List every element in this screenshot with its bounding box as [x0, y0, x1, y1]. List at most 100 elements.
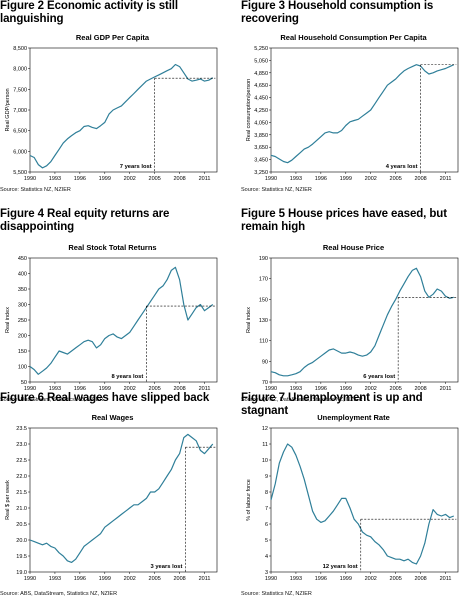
y-tick-label: 8	[265, 490, 268, 496]
y-tick-label: 20.5	[16, 522, 27, 528]
y-tick-label: 23.0	[16, 442, 27, 448]
y-tick-label: 5,050	[254, 58, 268, 64]
x-tick-label: 2008	[173, 176, 185, 182]
y-tick-label: 5,500	[13, 170, 27, 176]
x-tick-label: 2002	[124, 176, 136, 182]
y-tick-label: 5	[265, 538, 268, 544]
y-tick-label: 50	[21, 380, 27, 386]
y-tick-label: 23.5	[16, 426, 27, 432]
y-tick-label: 190	[259, 256, 268, 262]
figure-title: Figure 7 Unemployment is up and stagnant	[241, 392, 423, 417]
y-tick-label: 70	[262, 380, 268, 386]
y-tick-label: 300	[18, 303, 27, 309]
y-axis-label: Real GDP/person	[5, 88, 11, 131]
house-price-chart: 70 90 110 130 150 170 190 1990 1993 1996 1999 2002 2…	[246, 256, 459, 392]
y-tick-label: 4,050	[254, 120, 268, 126]
plot-frame	[29, 257, 218, 383]
x-tick-label: 2005	[149, 176, 161, 182]
years-lost-annotation: 6 years lost	[363, 374, 395, 380]
x-tick-label: 2002	[365, 176, 377, 182]
x-tick-label: 2008	[173, 576, 185, 582]
x-tick-label: 1996	[74, 386, 86, 392]
x-tick-label: 1996	[74, 176, 86, 182]
source-note: Source: QVNZ, DataStream, Statistics NZ,…	[241, 397, 363, 403]
x-tick-label: 1990	[265, 576, 277, 582]
y-tick-label: 10	[262, 458, 268, 464]
x-tick-label: 1996	[315, 576, 327, 582]
figure-7-panel: Figure 7 Unemployment is up and stagnant…	[241, 392, 466, 597]
y-tick-label: 6,500	[13, 129, 27, 135]
y-tick-label: 250	[18, 318, 27, 324]
wages-chart: 19.0 19.5 20.0 20.5 21.0 21.5 22.0 22.5 23.0 23.5…	[5, 426, 218, 582]
source-note: Source: Statistics NZ, NZIER	[0, 187, 71, 193]
years-lost-annotation: 8 years lost	[111, 374, 143, 380]
source-note: Source: Statistics NZ, NZIER	[241, 591, 312, 597]
figure-title: Figure 2 Economic activity is still lang…	[0, 0, 179, 25]
y-tick-label: 130	[259, 318, 268, 324]
x-tick-label: 2002	[365, 576, 377, 582]
y-tick-label: 200	[18, 334, 27, 340]
x-tick-label: 1993	[49, 386, 61, 392]
series-line	[270, 443, 455, 565]
y-tick-label: 7,500	[13, 87, 27, 93]
y-tick-label: 7,000	[13, 108, 27, 114]
years-lost-annotation: 3 years lost	[151, 564, 183, 570]
unemployment-chart: 3 4 5 6 7 8 9 10 11 12 1990 1993 1996 1999 2002 2005 200…	[246, 426, 459, 582]
y-axis-label: Real $ per week	[5, 480, 11, 520]
y-tick-label: 8,500	[13, 46, 27, 52]
y-tick-label: 12	[262, 426, 268, 432]
y-tick-label: 3,450	[254, 158, 268, 164]
x-tick-label: 1990	[265, 176, 277, 182]
x-tick-label: 1999	[340, 176, 352, 182]
figure-title: Figure 6 Real wages have slipped back	[0, 392, 210, 404]
y-tick-label: 450	[18, 256, 27, 262]
x-tick-label: 2011	[199, 176, 211, 182]
figure-5-panel: Figure 5 House prices have eased, but re…	[241, 208, 466, 406]
x-tick-label: 1993	[49, 576, 61, 582]
y-tick-label: 3	[265, 570, 268, 576]
x-tick-label: 1993	[290, 576, 302, 582]
figure-4-panel: Figure 4 Real equity returns are disappo…	[0, 208, 225, 406]
x-tick-label: 2008	[414, 386, 426, 392]
x-tick-label: 2005	[390, 386, 402, 392]
source-note: Source: DataStream, Statistics NZ, NZIER	[0, 397, 104, 403]
series-line	[29, 266, 214, 375]
x-tick-label: 2008	[414, 576, 426, 582]
chart-title: Real Wages	[91, 413, 134, 422]
y-tick-label: 6	[265, 522, 268, 528]
plot-frame	[29, 47, 218, 173]
y-tick-label: 6,000	[13, 149, 27, 155]
y-tick-label: 9	[265, 474, 268, 480]
x-tick-label: 1993	[49, 176, 61, 182]
y-tick-label: 100	[18, 365, 27, 371]
y-tick-label: 8,000	[13, 67, 27, 73]
plot-frame	[270, 257, 459, 383]
x-tick-label: 2008	[173, 386, 185, 392]
y-axis-label: Real index	[246, 307, 252, 333]
y-tick-label: 150	[259, 297, 268, 303]
series-line	[29, 63, 214, 169]
y-tick-label: 350	[18, 287, 27, 293]
y-tick-label: 21.5	[16, 490, 27, 496]
x-tick-label: 1996	[315, 176, 327, 182]
y-tick-label: 5,250	[254, 46, 268, 52]
y-tick-label: 110	[259, 339, 268, 345]
y-tick-label: 3,250	[254, 170, 268, 176]
equity-chart: 50 100 150 200 250 300 350 400 450 1990 1993 1996 19…	[5, 256, 218, 392]
x-tick-label: 1999	[99, 176, 111, 182]
years-lost-annotation: 7 years lost	[120, 164, 152, 170]
x-tick-label: 1990	[265, 386, 277, 392]
y-tick-label: 21.0	[16, 506, 27, 512]
y-axis-label: Real index	[5, 307, 11, 333]
x-tick-label: 2011	[440, 386, 452, 392]
x-tick-label: 2002	[365, 386, 377, 392]
y-tick-label: 11	[262, 442, 268, 448]
y-axis-label: Real consumption/person	[246, 79, 252, 141]
figure-title: Figure 3 Household consumption is recove…	[241, 0, 434, 25]
y-tick-label: 4,850	[254, 71, 268, 77]
x-tick-label: 1996	[74, 576, 86, 582]
x-tick-label: 2002	[124, 576, 136, 582]
y-tick-label: 19.0	[16, 570, 27, 576]
consumption-chart: 3,250 3,450 3,650 3,850 4,050 4,250 4,450 4,650…	[246, 46, 459, 182]
y-tick-label: 22.5	[16, 458, 27, 464]
